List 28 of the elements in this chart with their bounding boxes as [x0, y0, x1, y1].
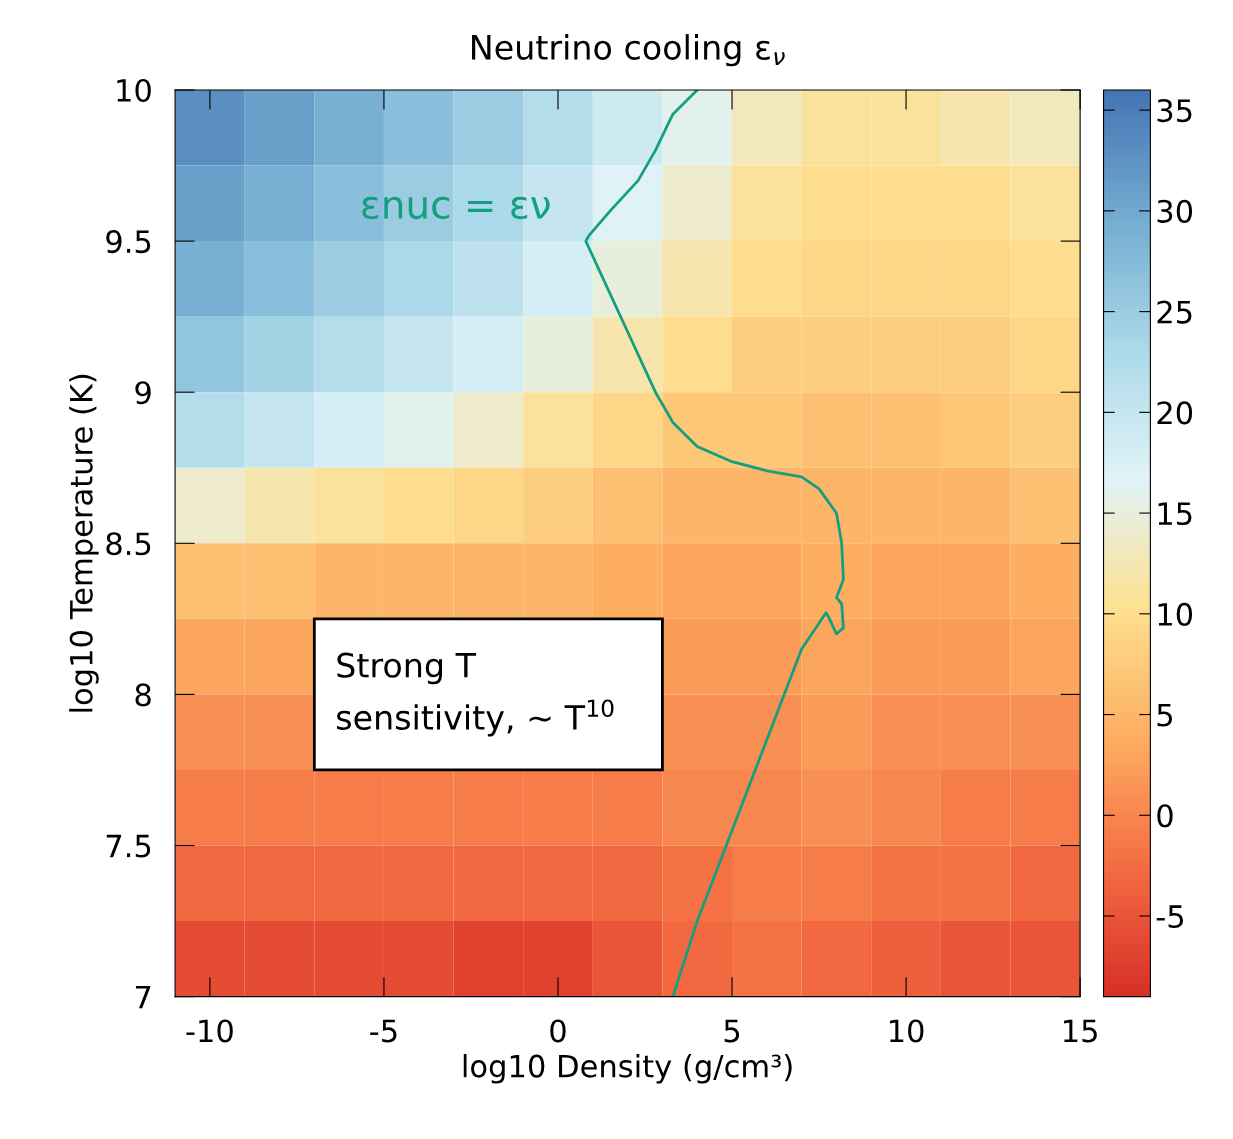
chart-title: Neutrino cooling ε$_{ν}$ [472, 34, 785, 67]
y-tick-label: 7 [135, 985, 151, 1009]
color-bar-label: 0 [1157, 804, 1173, 828]
color-bar-label: 20 [1157, 401, 1193, 425]
x-tick-label: 5 [724, 1019, 740, 1043]
annotation: εnuc = εν [362, 196, 550, 220]
y-tick-label: 9.5 [106, 230, 151, 254]
y-tick-label: 7.5 [106, 834, 151, 858]
annotation: Strong T sensitivity, ~ T$^{10}$ [337, 652, 614, 737]
x-tick-label: 15 [1064, 1019, 1097, 1043]
color-bar-label: 35 [1157, 99, 1192, 123]
x-tick-label: 10 [889, 1019, 924, 1043]
y-tick-label: 10 [117, 78, 151, 103]
y-tick-label: 9 [135, 381, 151, 405]
x-tick-label: -5 [370, 1019, 397, 1043]
line-series [584, 89, 845, 997]
color-bar-label: 30 [1157, 199, 1193, 223]
color-bar-label: -5 [1156, 905, 1184, 929]
x-tick-label: -10 [186, 1019, 233, 1043]
color-bar-label: 15 [1158, 502, 1192, 526]
color-bar-label: 25 [1157, 300, 1192, 324]
y-axis-title: log10 Temperature (K) [69, 374, 99, 712]
x-tick-label: 0 [550, 1019, 566, 1043]
y-tick-label: 8.5 [106, 532, 151, 556]
y-tick-label: 8 [135, 683, 151, 707]
x-axis-title: log10 Density (g/cm³) [463, 1053, 792, 1084]
color-bar-label: 5 [1157, 703, 1173, 727]
color-bar-label: 10 [1158, 602, 1193, 626]
